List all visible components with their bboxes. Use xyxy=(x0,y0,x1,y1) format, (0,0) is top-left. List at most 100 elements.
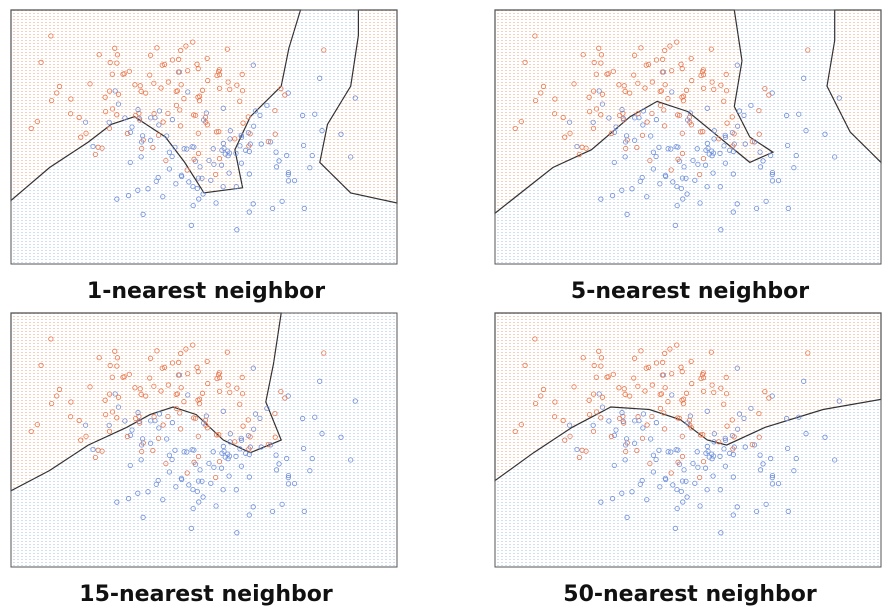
sample-point xyxy=(82,119,89,125)
sample-point xyxy=(769,481,776,487)
sample-point xyxy=(722,134,729,140)
sample-point xyxy=(623,448,629,455)
sample-point xyxy=(225,451,231,457)
sample-point xyxy=(634,447,640,454)
sample-point xyxy=(679,433,685,439)
sample-point xyxy=(140,211,146,217)
sample-point xyxy=(114,363,120,369)
sample-point xyxy=(742,444,748,450)
sample-point xyxy=(139,436,146,442)
sample-point xyxy=(76,417,82,424)
sample-point xyxy=(722,463,729,469)
sample-point xyxy=(184,146,190,152)
sample-point xyxy=(246,474,252,480)
sample-point xyxy=(805,350,811,356)
sample-point xyxy=(227,389,233,395)
sample-point xyxy=(741,112,747,118)
sample-point xyxy=(653,117,660,123)
sample-point xyxy=(709,148,715,154)
sample-point xyxy=(757,467,764,473)
sample-point xyxy=(657,181,663,187)
sample-point xyxy=(660,56,666,62)
sample-point xyxy=(522,59,528,65)
sample-point xyxy=(216,432,222,438)
sample-point xyxy=(596,391,602,397)
sample-point xyxy=(757,149,763,155)
sample-point xyxy=(148,418,154,424)
sample-point xyxy=(140,514,146,520)
sample-point xyxy=(680,396,687,402)
sample-point xyxy=(532,97,539,104)
sample-point xyxy=(631,72,637,78)
sample-point xyxy=(54,90,60,96)
sample-point xyxy=(204,55,210,62)
sample-point xyxy=(717,487,723,493)
sample-point xyxy=(115,91,122,97)
sample-point xyxy=(114,499,120,505)
sample-point xyxy=(194,488,200,495)
sample-point xyxy=(238,437,245,443)
sample-point xyxy=(731,434,737,440)
sample-point xyxy=(624,211,630,217)
sample-point xyxy=(273,452,279,458)
sample-point xyxy=(562,134,568,140)
sample-point xyxy=(220,408,226,414)
sample-point xyxy=(300,112,306,119)
sample-point xyxy=(801,378,807,384)
sample-point xyxy=(756,131,762,137)
sample-point xyxy=(591,362,597,369)
sample-point xyxy=(189,144,195,150)
sample-point xyxy=(784,415,790,422)
sample-point xyxy=(657,405,664,412)
sample-point xyxy=(721,446,727,452)
sample-point xyxy=(160,119,166,125)
sample-point xyxy=(178,426,184,432)
sample-point xyxy=(598,112,604,118)
sample-point xyxy=(678,488,684,495)
sample-point xyxy=(551,111,558,117)
sample-point xyxy=(127,159,133,166)
sample-point xyxy=(522,362,528,368)
sample-point xyxy=(102,94,108,100)
sample-point xyxy=(711,128,717,134)
sample-point xyxy=(674,342,680,348)
sample-point xyxy=(178,47,184,54)
sample-point xyxy=(667,346,673,352)
sample-point xyxy=(190,202,196,209)
sample-point xyxy=(257,415,263,421)
sample-point xyxy=(769,475,775,481)
sample-point xyxy=(730,209,736,215)
sample-point xyxy=(634,144,640,151)
sample-point xyxy=(155,435,162,441)
sample-point xyxy=(114,52,121,58)
sample-point xyxy=(145,489,151,495)
sample-point xyxy=(653,360,660,366)
sample-point xyxy=(632,418,638,424)
sample-point xyxy=(571,384,577,390)
sample-point xyxy=(273,149,279,155)
sample-point xyxy=(195,175,202,181)
sample-point xyxy=(48,33,54,39)
sample-point xyxy=(112,348,118,354)
sample-point xyxy=(312,111,318,117)
sample-point xyxy=(663,476,669,483)
sample-point xyxy=(233,453,239,459)
sample-point xyxy=(300,415,306,422)
sample-point xyxy=(805,47,811,53)
sample-point xyxy=(136,110,142,116)
sample-point xyxy=(622,88,628,94)
sample-point xyxy=(593,374,599,380)
sample-point xyxy=(321,47,327,53)
sample-point xyxy=(216,375,223,381)
sample-point xyxy=(635,414,641,420)
sample-point xyxy=(246,148,252,155)
sample-point xyxy=(649,413,655,420)
sample-point xyxy=(199,175,205,181)
sample-point xyxy=(734,504,740,510)
sample-point xyxy=(791,468,797,474)
sample-point xyxy=(165,382,171,388)
sample-point xyxy=(87,81,93,87)
sample-point xyxy=(679,453,686,460)
sample-point xyxy=(763,198,769,204)
sample-point xyxy=(532,400,539,407)
